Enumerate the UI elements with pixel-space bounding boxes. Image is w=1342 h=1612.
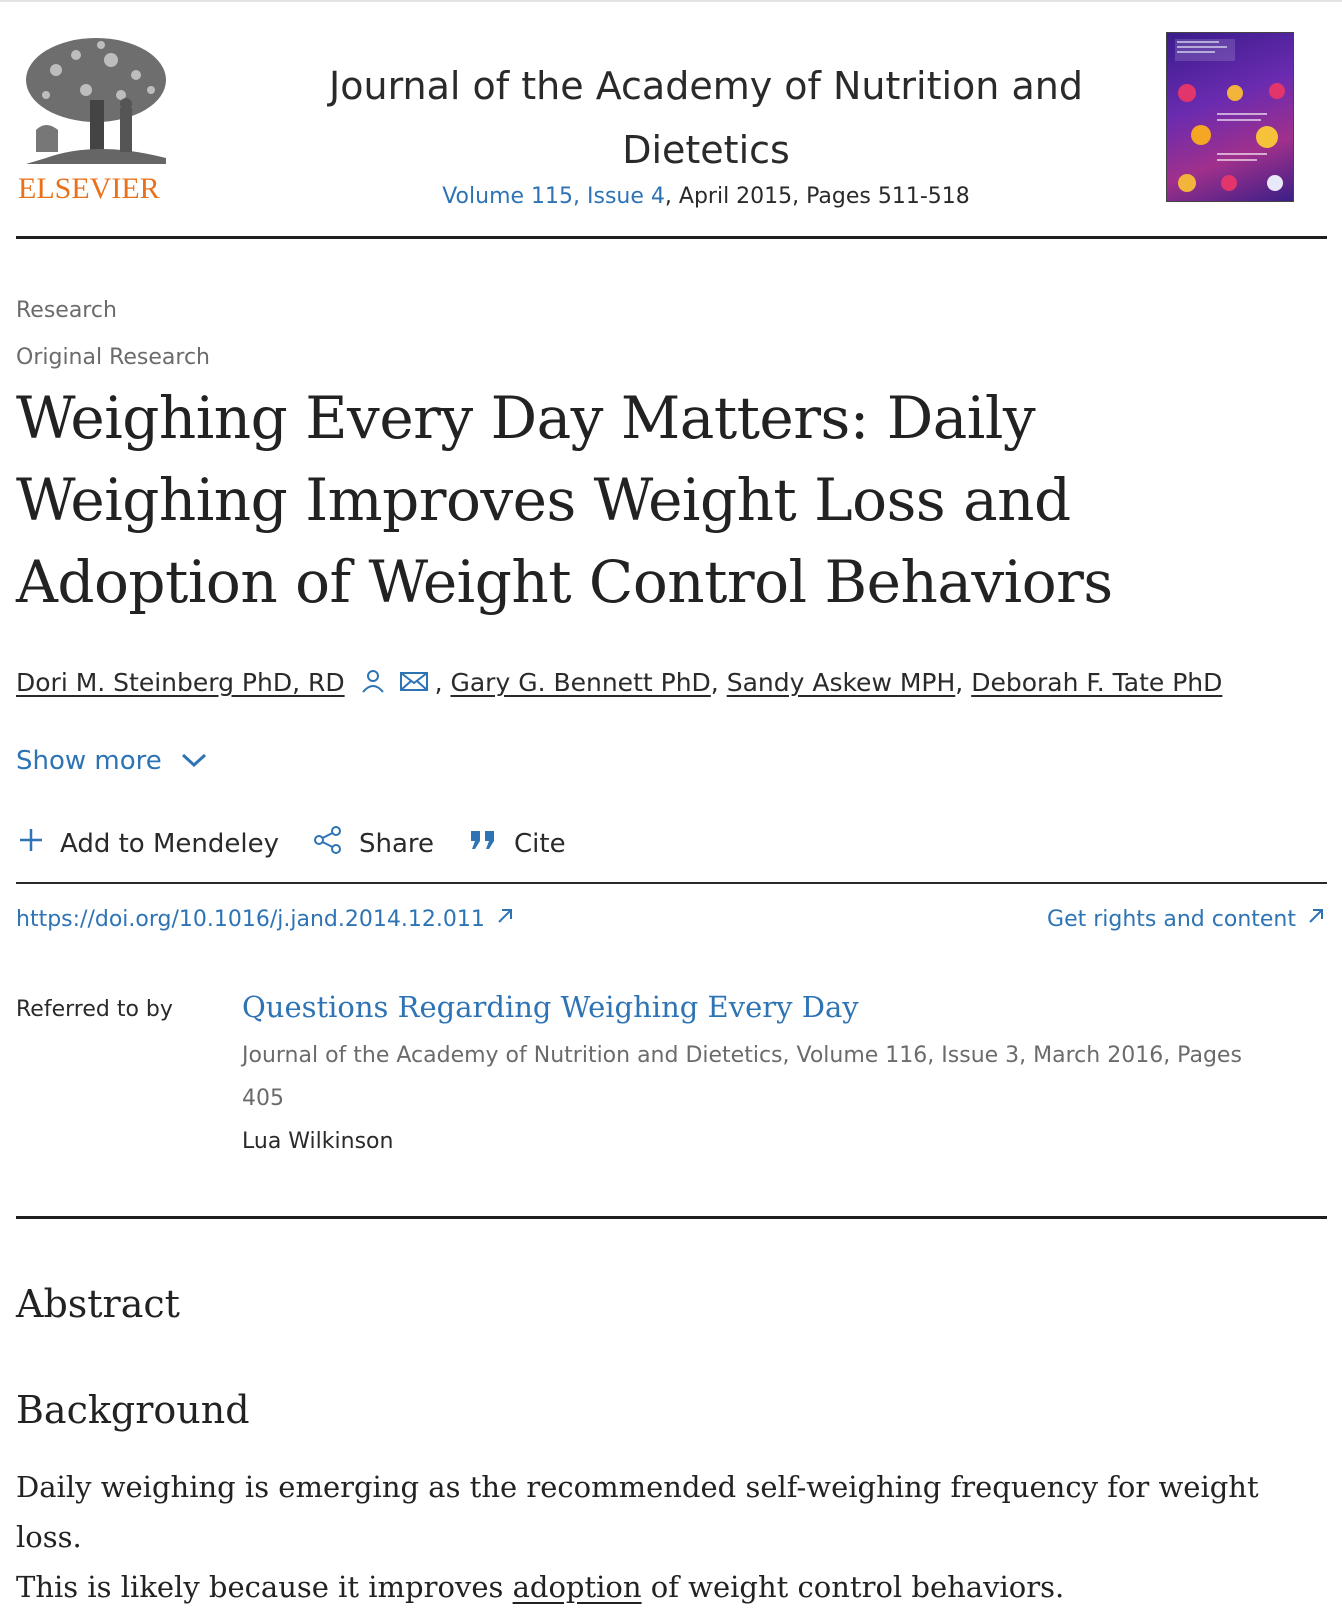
header-divider (16, 236, 1327, 239)
plus-icon (18, 827, 44, 860)
journal-title-line-1[interactable]: Journal of the Academy of Nutrition and (329, 64, 1083, 108)
show-more-label: Show more (16, 746, 162, 776)
doi-text: https://doi.org/10.1016/j.jand.2014.12.0… (16, 906, 485, 932)
author-link[interactable]: Sandy Askew MPH (726, 668, 956, 697)
journal-title-line-2[interactable]: Dietetics (622, 128, 790, 172)
referred-divider (16, 1216, 1327, 1219)
volume-issue-link[interactable]: Volume 115, Issue 4 (442, 184, 665, 209)
quote-icon (468, 828, 498, 859)
actions-divider (16, 882, 1327, 884)
referred-article-title-link[interactable]: Questions Regarding Weighing Every Day (242, 990, 859, 1024)
abstract-heading: Abstract (16, 1282, 180, 1326)
chevron-down-icon (180, 746, 208, 776)
get-rights-link[interactable]: Get rights and content (1047, 906, 1326, 932)
external-link-icon (495, 906, 515, 932)
author-separator: , (955, 668, 964, 697)
share-label: Share (358, 828, 435, 859)
get-rights-text: Get rights and content (1047, 906, 1296, 932)
elsevier-logo[interactable]: ELSEVIER (16, 30, 176, 210)
referred-article-source: Journal of the Academy of Nutrition and … (242, 1034, 1302, 1120)
author-list: Dori M. Steinberg PhD, RD , Gary G. Benn… (16, 667, 1326, 701)
issue-date-pages: , April 2015, Pages 511-518 (664, 184, 970, 209)
article-actions: Add to Mendeley Share Cite (18, 826, 600, 861)
background-text-line-2-post: of weight control behaviors. (641, 1570, 1065, 1604)
journal-header: ELSEVIER Journal of the Academy of Nutri… (16, 30, 1326, 246)
referred-source-line-2: 405 (242, 1086, 284, 1111)
add-to-mendeley-button[interactable]: Add to Mendeley (18, 827, 279, 860)
show-more-button[interactable]: Show more (16, 746, 208, 776)
breadcrumb-subsection: Original Research (16, 345, 210, 370)
doi-row: https://doi.org/10.1016/j.jand.2014.12.0… (16, 906, 1326, 940)
referred-article-author: Lua Wilkinson (242, 1129, 394, 1154)
breadcrumb-section: Research (16, 298, 117, 323)
author-link[interactable]: Dori M. Steinberg PhD, RD (16, 668, 345, 697)
referred-source-line-1: Journal of the Academy of Nutrition and … (242, 1043, 1242, 1068)
article-title-line-3: Adoption of Weight Control Behaviors (16, 548, 1113, 616)
author-link[interactable]: Deborah F. Tate PhD (971, 668, 1223, 697)
article-title: Weighing Every Day Matters: Daily Weighi… (16, 377, 1216, 623)
background-heading: Background (16, 1388, 250, 1432)
elsevier-wordmark: ELSEVIER (18, 172, 160, 205)
email-icon[interactable] (399, 669, 429, 699)
background-text-line-1: Daily weighing is emerging as the recomm… (16, 1470, 1259, 1554)
author-separator: , (710, 668, 719, 697)
referred-article: Questions Regarding Weighing Every Day J… (242, 990, 1302, 1163)
adoption-link[interactable]: adoption (512, 1570, 642, 1604)
author-separator: , (434, 668, 443, 697)
article-title-line-2: Weighing Improves Weight Loss and (16, 466, 1071, 534)
doi-link[interactable]: https://doi.org/10.1016/j.jand.2014.12.0… (16, 906, 515, 932)
cover-art (1175, 39, 1285, 192)
article-title-line-1: Weighing Every Day Matters: Daily (16, 384, 1036, 452)
referred-to-by-label: Referred to by (16, 997, 173, 1022)
share-button[interactable]: Share (313, 826, 434, 861)
external-link-icon (1306, 906, 1326, 932)
journal-info: Journal of the Academy of Nutrition and … (256, 54, 1156, 209)
background-text-line-2-pre: This is likely because it improves (16, 1570, 513, 1604)
journal-cover-image[interactable] (1166, 32, 1294, 202)
add-to-mendeley-label: Add to Mendeley (60, 828, 279, 859)
journal-issue-meta: Volume 115, Issue 4, April 2015, Pages 5… (256, 184, 1156, 209)
elsevier-tree-icon (16, 30, 176, 170)
cite-label: Cite (514, 828, 566, 859)
browser-top-edge (0, 0, 1342, 2)
author-link[interactable]: Gary G. Bennett PhD (450, 668, 711, 697)
share-icon (313, 826, 343, 861)
cite-button[interactable]: Cite (468, 828, 566, 859)
background-paragraph: Daily weighing is emerging as the recomm… (16, 1462, 1326, 1612)
person-icon[interactable] (359, 667, 387, 701)
